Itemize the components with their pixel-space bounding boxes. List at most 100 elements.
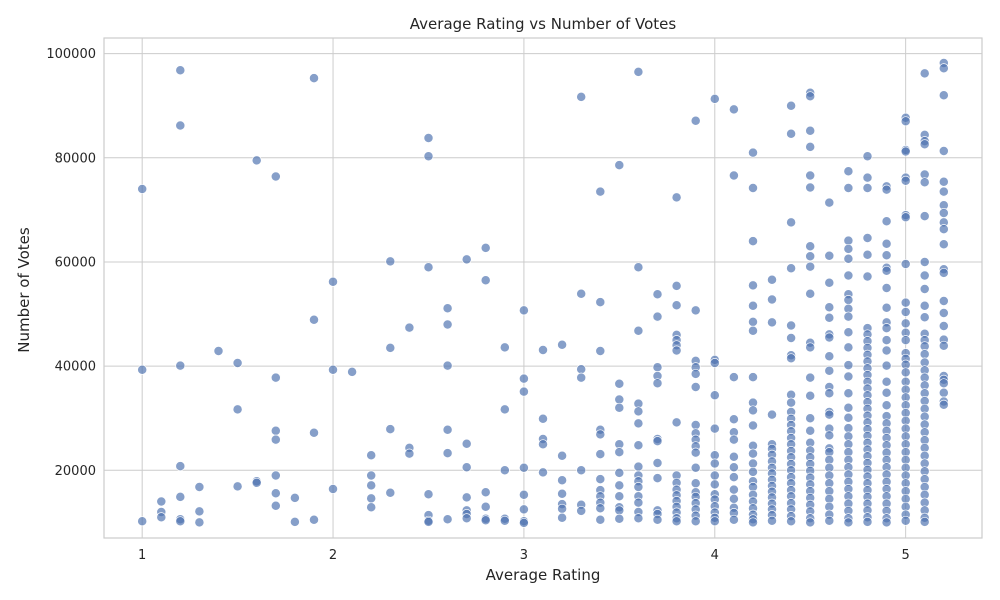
data-point: [576, 505, 587, 516]
data-point: [175, 491, 186, 502]
data-point: [709, 423, 720, 434]
data-point: [843, 311, 854, 322]
data-point: [251, 155, 262, 166]
data-point: [538, 345, 548, 355]
data-point: [442, 319, 453, 330]
data-point: [767, 409, 777, 420]
x-tick-label: 2: [329, 548, 337, 563]
data-point: [137, 184, 148, 194]
x-tick-label: 1: [138, 548, 146, 563]
data-point: [614, 505, 625, 516]
data-point: [270, 425, 281, 436]
data-point: [442, 424, 453, 435]
data-point: [557, 450, 568, 461]
data-point: [843, 360, 854, 371]
data-point: [881, 216, 892, 227]
data-point: [614, 467, 625, 478]
data-point: [709, 450, 720, 461]
data-point: [824, 351, 835, 362]
data-point: [881, 335, 892, 346]
data-point: [652, 458, 663, 468]
data-point: [843, 295, 854, 305]
data-point: [690, 516, 701, 527]
data-point: [576, 372, 587, 383]
data-point: [175, 360, 186, 371]
data-point: [270, 470, 281, 481]
data-point: [881, 400, 892, 411]
data-point: [633, 440, 644, 451]
data-point: [156, 512, 167, 523]
data-point: [843, 235, 854, 246]
data-point: [633, 482, 644, 492]
data-point: [805, 413, 816, 424]
data-point: [614, 378, 625, 389]
data-point: [919, 284, 930, 294]
data-point: [442, 303, 453, 314]
data-point: [557, 339, 568, 350]
data-point: [518, 373, 529, 384]
data-point: [328, 276, 338, 287]
data-point: [461, 462, 472, 473]
data-point: [595, 449, 606, 460]
data-point: [709, 93, 720, 104]
data-point: [423, 516, 434, 527]
data-point: [843, 270, 854, 281]
data-point: [614, 491, 625, 502]
data-point: [175, 516, 186, 527]
data-point: [805, 372, 816, 383]
data-point: [843, 371, 854, 382]
data-point: [843, 183, 854, 193]
data-point: [824, 250, 835, 261]
data-point: [576, 364, 587, 375]
data-point: [824, 515, 835, 526]
data-point: [614, 394, 625, 405]
data-point: [900, 259, 911, 269]
data-point: [938, 90, 949, 101]
data-point: [881, 323, 892, 334]
data-point: [843, 342, 854, 353]
data-point: [938, 267, 949, 278]
x-tick-label: 3: [520, 548, 528, 563]
data-point: [748, 405, 758, 416]
data-point: [709, 358, 720, 368]
data-point: [595, 297, 606, 308]
data-point: [499, 465, 510, 476]
data-point: [786, 263, 797, 274]
data-point: [442, 514, 453, 525]
data-point: [786, 397, 797, 408]
data-point: [633, 513, 644, 524]
data-point: [366, 480, 377, 491]
data-point: [938, 399, 949, 410]
data-point: [366, 450, 377, 461]
data-point: [862, 516, 873, 527]
data-point: [938, 208, 949, 218]
data-point: [900, 212, 911, 223]
data-point: [938, 186, 949, 197]
data-point: [633, 325, 644, 336]
data-point: [671, 345, 682, 356]
data-point: [461, 254, 472, 265]
data-point: [499, 404, 510, 415]
data-point: [938, 378, 949, 389]
data-point: [595, 474, 606, 485]
data-point: [900, 116, 911, 127]
data-point: [728, 104, 739, 115]
data-point: [137, 364, 148, 375]
data-point: [881, 345, 892, 356]
data-point: [690, 382, 701, 392]
data-point: [194, 517, 205, 528]
data-point: [843, 412, 854, 423]
data-point: [862, 183, 873, 193]
data-point: [309, 73, 319, 84]
data-point: [633, 497, 644, 508]
data-point: [557, 512, 568, 523]
data-point: [652, 289, 663, 300]
data-point: [690, 115, 701, 126]
tick-labels: 1 2 3 4 5 20000 40000 60000 80000 100000: [46, 47, 909, 563]
data-point: [690, 368, 701, 379]
data-point: [614, 513, 625, 524]
data-point: [213, 346, 224, 356]
y-axis-title: Number of Votes: [15, 227, 33, 353]
data-point: [938, 308, 949, 318]
data-point: [366, 502, 377, 513]
